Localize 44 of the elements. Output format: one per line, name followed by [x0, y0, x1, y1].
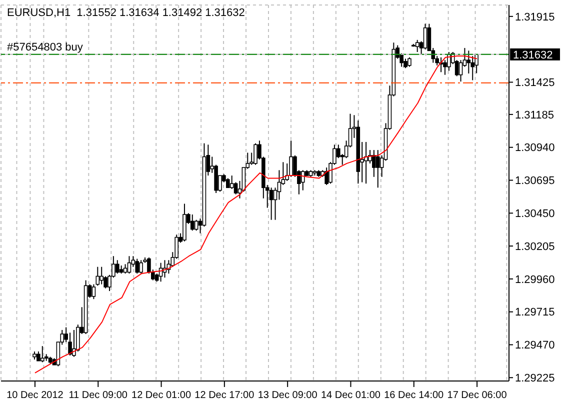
- y-tick-label: 1.30205: [515, 240, 555, 253]
- candlestick: [127, 256, 132, 274]
- candlestick: [115, 260, 120, 274]
- x-tick-label: 17 Dec 06:00: [447, 390, 508, 399]
- x-tick-label: 10 Dec 2012: [6, 390, 64, 399]
- candlestick: [194, 219, 198, 232]
- candlestick: [135, 258, 140, 274]
- y-tick-label: 1.29715: [515, 306, 555, 319]
- y-tick-label: 1.29225: [515, 372, 555, 385]
- candlestick: [100, 266, 104, 285]
- y-tick-label: 1.30695: [515, 175, 555, 188]
- candlestick: [376, 150, 380, 188]
- x-tick-label: 16 Dec 14:00: [384, 390, 444, 399]
- candlestick: [190, 214, 194, 232]
- candlestick: [289, 140, 293, 178]
- x-tick-label: 12 Dec 01:00: [132, 390, 192, 399]
- candlestick: [230, 175, 234, 190]
- candlestick: [300, 170, 305, 191]
- x-tick-label: 13 Dec 09:00: [258, 390, 318, 399]
- candlestick: [415, 39, 420, 52]
- candlestick: [92, 284, 96, 300]
- y-tick-label: 1.31425: [515, 77, 555, 90]
- candlestick: [226, 178, 230, 188]
- x-tick-label: 11 Dec 09:00: [68, 390, 128, 399]
- y-tick-label: 1.29960: [515, 274, 555, 286]
- candlestick: [269, 187, 274, 220]
- candlestick: [408, 56, 412, 68]
- y-tick-label: 1.31915: [515, 11, 555, 24]
- y-tick-label: 1.30450: [515, 208, 555, 220]
- candlestick: [447, 52, 451, 72]
- line-series: [34, 56, 478, 374]
- x-tick-label: 12 Dec 17:00: [194, 390, 255, 399]
- ref-line-label: 1.31632: [513, 49, 553, 62]
- candlestick: [423, 23, 428, 50]
- candlestick: [96, 266, 100, 286]
- y-tick-label: 1.29470: [515, 340, 555, 352]
- candlestick: [40, 346, 44, 363]
- x-tick-label: 14 Dec 01:00: [320, 390, 381, 399]
- y-tick-label: 1.31185: [515, 109, 554, 122]
- candlestick: [254, 142, 258, 166]
- ref-line-label: #57654803 buy: [7, 41, 84, 54]
- y-tick-label: 1.30940: [515, 142, 555, 154]
- chart-title: EURUSD,H1 1.31552 1.31634 1.31492 1.31632: [7, 7, 245, 19]
- candlestick: [139, 260, 143, 274]
